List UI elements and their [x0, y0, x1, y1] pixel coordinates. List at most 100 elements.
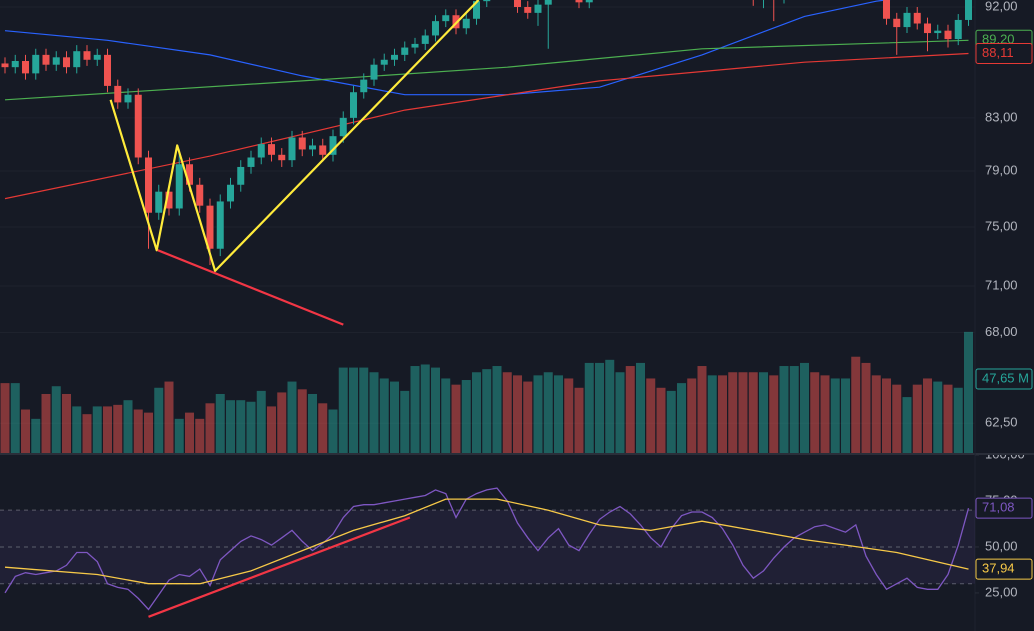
candle-body — [944, 30, 952, 40]
volume-bar — [800, 362, 809, 453]
volume-bar — [123, 400, 133, 453]
volume-bar — [615, 372, 625, 453]
candle-body — [934, 30, 942, 34]
candle-body — [73, 51, 81, 68]
candle-body — [288, 137, 296, 161]
candle-body — [401, 47, 409, 55]
volume-bar — [185, 412, 194, 453]
candle-body — [442, 15, 450, 22]
candle-body — [329, 136, 337, 155]
moving-average — [4, 39, 969, 101]
volume-bar — [523, 381, 533, 453]
volume-bar — [113, 404, 123, 453]
volume-bar — [379, 378, 389, 453]
indicator-line — [4, 487, 970, 611]
price-axis: 92,00 83,00 79,00 75,00 71,00 68,00 62,50 — [985, 0, 1018, 430]
volume-bar — [738, 372, 748, 453]
y-tick-label: 62,50 — [985, 415, 1018, 430]
volume-bar — [133, 409, 143, 453]
candle-body — [42, 54, 50, 65]
volume-bar — [410, 366, 420, 453]
candle-body — [11, 60, 19, 68]
volume-bar — [564, 378, 574, 453]
volume-bar — [349, 367, 358, 453]
candle-body — [524, 6, 532, 13]
volume-bar — [892, 384, 902, 453]
volume-bar — [871, 375, 881, 453]
candle-body — [319, 145, 327, 155]
badge-label: 89,20 — [982, 32, 1015, 47]
volume-bar — [482, 369, 492, 453]
volume-bar — [543, 372, 553, 453]
volume-bar — [215, 393, 225, 453]
volume-bar — [574, 387, 584, 453]
volume-bar — [318, 403, 328, 453]
badge-label: 37,94 — [982, 561, 1015, 576]
y-tick-label: 68,00 — [985, 324, 1018, 339]
volume-bar — [256, 390, 266, 453]
candle-body — [360, 79, 368, 93]
volume-bar — [451, 384, 461, 453]
candle-body — [421, 35, 429, 44]
candle-body — [924, 23, 931, 34]
candle-body — [278, 154, 286, 161]
volume-bar — [164, 381, 174, 453]
candle-body — [432, 21, 439, 36]
price-badge — [975, 497, 1033, 519]
moving-average — [4, 52, 969, 200]
candle-body — [247, 157, 255, 167]
candle-body — [575, 0, 583, 3]
candle-body — [339, 117, 347, 137]
volume-bar — [41, 393, 51, 453]
volume-bar — [144, 412, 153, 453]
volume-bar — [174, 418, 184, 453]
volume-bar — [338, 367, 348, 453]
volume-bar — [748, 372, 758, 453]
volume-bar — [554, 375, 563, 453]
candle-body — [216, 201, 224, 249]
volume-bar — [21, 409, 30, 453]
volume-bar — [789, 366, 799, 453]
volume-bar — [62, 393, 71, 453]
volume-bar — [584, 362, 594, 453]
volume-bar — [779, 366, 789, 453]
rsi-pane — [0, 487, 975, 618]
candle-body — [534, 4, 542, 13]
candle-body — [411, 43, 419, 48]
candle-body — [227, 184, 234, 202]
volume-bar — [472, 372, 481, 453]
volume-bar — [810, 372, 820, 453]
volume-bar — [246, 401, 256, 453]
volume-bar — [92, 406, 102, 453]
volume-bar — [595, 362, 604, 453]
volume-bar — [728, 372, 738, 453]
candle-body — [155, 191, 163, 213]
candle-body — [483, 0, 491, 2]
volume-bar — [912, 384, 922, 453]
volume-bar — [953, 387, 963, 453]
volume-bar — [328, 409, 338, 453]
candle-body — [380, 59, 388, 65]
volume-bar — [226, 400, 235, 453]
volume-bar — [431, 367, 440, 453]
candle-body — [257, 144, 265, 158]
volume-bar — [400, 390, 410, 453]
y-tick-label: 83,00 — [985, 109, 1018, 124]
badge-label: 47,65 M — [982, 370, 1029, 385]
candle-body — [350, 92, 357, 118]
volume-bar — [820, 375, 830, 453]
volume-bar — [625, 366, 635, 453]
trend-line — [109, 0, 480, 272]
price-badge — [975, 558, 1033, 580]
candle-body — [63, 57, 70, 68]
volume-bar — [420, 364, 430, 453]
volume-bar — [687, 378, 697, 453]
volume-bar — [513, 375, 522, 453]
volume-bar — [759, 372, 768, 453]
candle-body — [52, 57, 60, 65]
candle-body — [83, 51, 91, 60]
volume-bar — [646, 378, 656, 453]
volume-bar — [195, 418, 205, 453]
candle-body — [145, 157, 152, 213]
volume-bar — [0, 383, 10, 453]
